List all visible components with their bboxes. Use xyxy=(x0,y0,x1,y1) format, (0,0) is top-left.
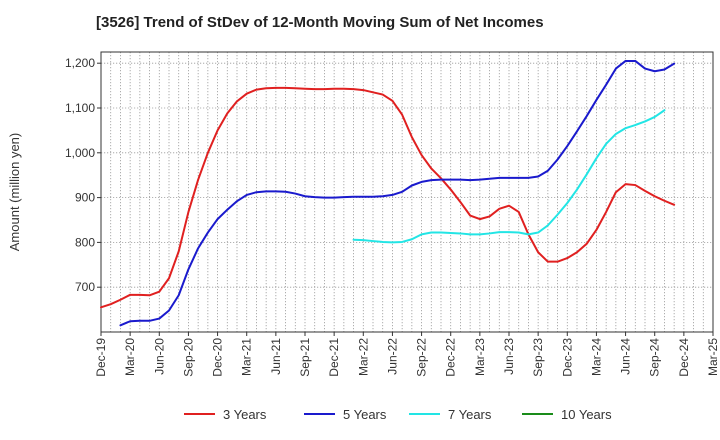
x-tick-label: Mar-21 xyxy=(240,338,254,376)
x-tick-label: Mar-24 xyxy=(589,338,603,376)
x-tick-label: Jun-22 xyxy=(385,338,399,375)
series-line-5-years xyxy=(119,59,676,327)
x-tick-label: Dec-24 xyxy=(677,338,691,377)
x-tick-label: Sep-21 xyxy=(298,338,312,377)
y-axis-label: Amount (million yen) xyxy=(7,133,22,252)
chart-title: [3526] Trend of StDev of 12-Month Moving… xyxy=(96,14,544,31)
legend-label: 7 Years xyxy=(448,407,492,422)
series-lines xyxy=(100,59,676,327)
x-tick-label: Sep-23 xyxy=(531,338,545,377)
x-tick-label: Dec-21 xyxy=(327,338,341,377)
y-tick-label: 800 xyxy=(75,235,95,249)
y-tick-label: 1,200 xyxy=(65,56,95,70)
y-tick-label: 900 xyxy=(75,191,95,205)
legend-label: 5 Years xyxy=(343,407,387,422)
x-tick-label: Mar-25 xyxy=(706,338,720,376)
x-tick-label: Jun-21 xyxy=(269,338,283,375)
x-tick-label: Jun-24 xyxy=(619,338,633,375)
x-tick-label: Dec-20 xyxy=(211,338,225,377)
x-tick-label: Jun-20 xyxy=(152,338,166,375)
x-tick-label: Dec-23 xyxy=(560,338,574,377)
series-line-3-years xyxy=(100,86,676,309)
x-tick-label: Sep-20 xyxy=(181,338,195,377)
x-tick-label: Sep-22 xyxy=(415,338,429,377)
y-tick-label: 1,000 xyxy=(65,146,95,160)
x-tick-label: Mar-22 xyxy=(356,338,370,376)
legend-label: 10 Years xyxy=(561,407,612,422)
legend-label: 3 Years xyxy=(223,407,267,422)
x-tick-label: Sep-24 xyxy=(648,338,662,377)
x-tick-label: Jun-23 xyxy=(502,338,516,375)
y-axis-ticks: 700 800 900 1,000 1,100 1,200 xyxy=(65,56,101,294)
series-line-7-years xyxy=(352,109,666,244)
x-tick-label: Mar-23 xyxy=(473,338,487,376)
x-tick-label: Dec-22 xyxy=(444,338,458,377)
y-tick-label: 700 xyxy=(75,280,95,294)
y-tick-label: 1,100 xyxy=(65,101,95,115)
x-tick-label: Dec-19 xyxy=(94,338,108,377)
legend: 3 Years 5 Years 7 Years 10 Years xyxy=(184,407,612,422)
plot-frame xyxy=(100,51,714,333)
x-axis-ticks: Dec-19 Mar-20 Jun-20 Sep-20 Dec-20 Mar-21 Jun-… xyxy=(94,332,720,377)
x-tick-label: Mar-20 xyxy=(123,338,137,376)
grid xyxy=(101,52,713,332)
